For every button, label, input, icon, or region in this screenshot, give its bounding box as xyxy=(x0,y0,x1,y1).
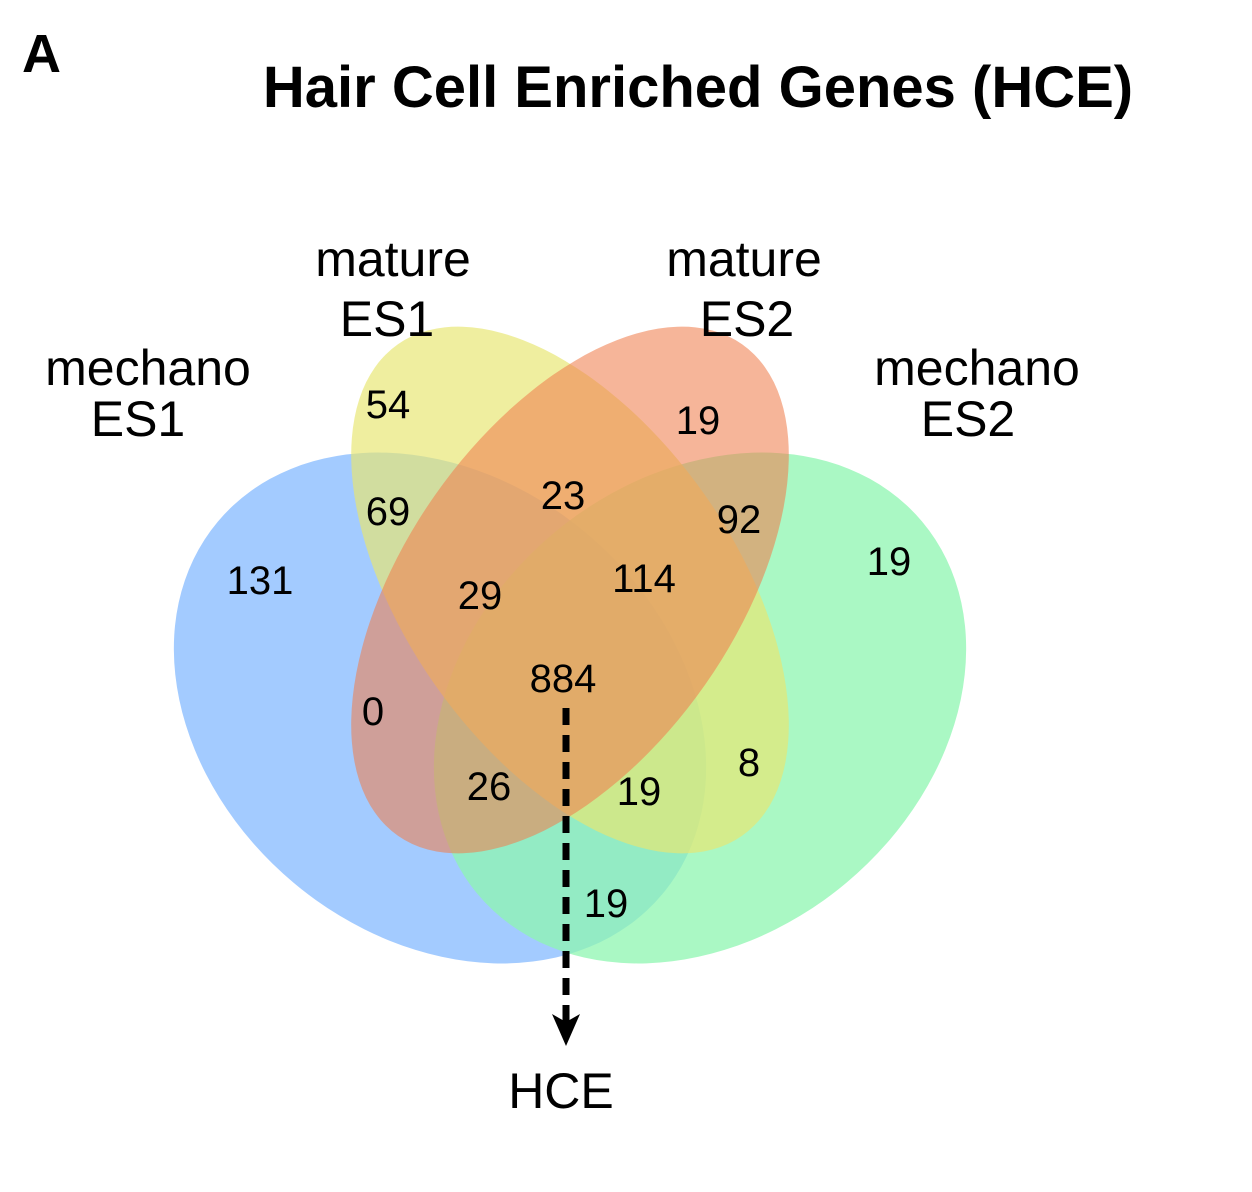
set-label-mature-es1-line1: mature xyxy=(315,231,471,287)
count-mechano-es1-mature-es2-mechano-es2: 26 xyxy=(467,765,512,809)
count-only-mechano-es2: 19 xyxy=(867,540,912,584)
figure-title: Hair Cell Enriched Genes (HCE) xyxy=(263,55,1133,120)
set-label-mature-es1-line2: ES1 xyxy=(340,291,435,347)
count-mature-es1-mature-es2: 23 xyxy=(541,474,586,518)
set-label-mature-es2-line2: ES2 xyxy=(700,291,795,347)
set-label-mechano-es2-line2: ES2 xyxy=(921,391,1016,447)
set-label-mechano-es1-line1: mechano xyxy=(45,340,251,396)
panel-letter: A xyxy=(22,24,61,84)
count-only-mechano-es1: 131 xyxy=(227,559,294,603)
set-labels: mechano ES1 mature ES1 mature ES2 mechan… xyxy=(45,231,1080,447)
count-mature-es1-mature-es2-mechano-es2: 114 xyxy=(612,557,676,601)
count-mechano-es1-mature-es1-mature-es2: 29 xyxy=(458,574,503,618)
set-label-mature-es2-line1: mature xyxy=(666,231,822,287)
count-all-four: 884 xyxy=(530,657,597,701)
hce-arrowhead-icon xyxy=(552,1014,580,1046)
ellipse-mature-es2 xyxy=(351,326,789,854)
region-counts: 131 54 19 19 69 23 92 29 114 884 0 8 26 … xyxy=(227,383,912,926)
count-mechano-es1-mechano-es2: 19 xyxy=(584,882,629,926)
count-mechano-es1-mature-es2: 0 xyxy=(362,690,384,734)
output-label: HCE xyxy=(508,1063,614,1119)
set-label-mechano-es2-line1: mechano xyxy=(874,340,1080,396)
hce-arrow xyxy=(552,708,580,1046)
count-mechano-es1-mature-es1-mechano-es2: 19 xyxy=(617,770,662,814)
count-mature-es2-mechano-es2: 92 xyxy=(717,498,762,542)
count-mature-es1-mechano-es2: 8 xyxy=(738,741,760,785)
count-only-mature-es1: 54 xyxy=(366,383,411,427)
count-only-mature-es2: 19 xyxy=(676,399,721,443)
venn-ellipses xyxy=(173,326,967,964)
count-mechano-es1-mature-es1: 69 xyxy=(366,490,411,534)
set-label-mechano-es1-line2: ES1 xyxy=(91,391,186,447)
